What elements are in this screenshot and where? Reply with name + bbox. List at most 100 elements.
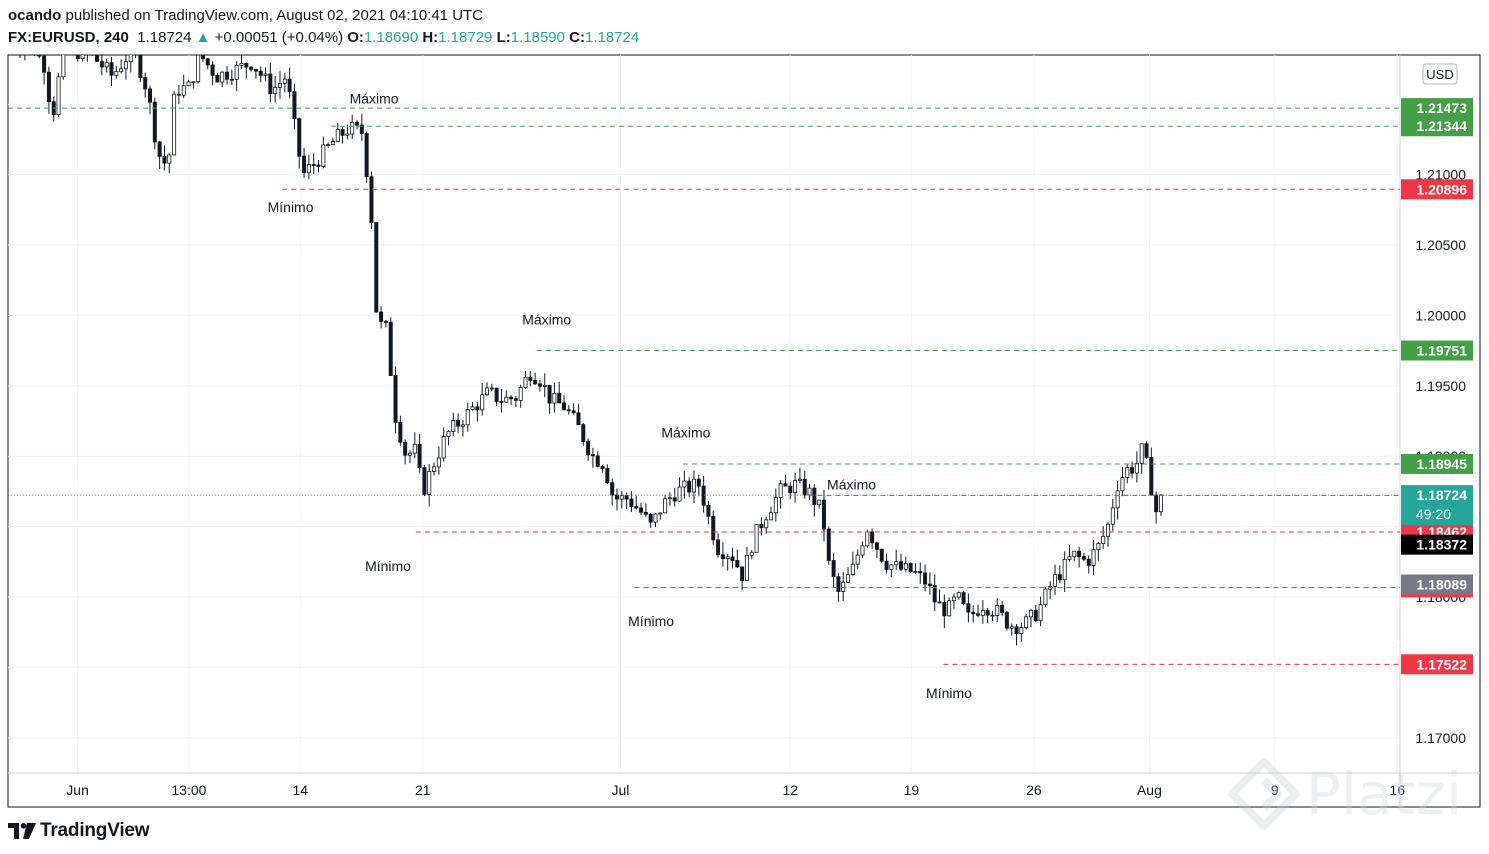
candle-body	[200, 55, 205, 60]
candle-body	[330, 141, 335, 146]
candle-body	[268, 73, 273, 95]
platzi-logo-icon	[1228, 758, 1300, 830]
candle-body	[730, 556, 735, 561]
candle-body	[75, 55, 80, 60]
candle-body	[754, 524, 759, 553]
candle-body	[552, 392, 557, 404]
price-tag-label: 1.20896	[1416, 181, 1467, 197]
candle-body	[850, 563, 855, 576]
candle-body	[995, 604, 1000, 616]
candle-body	[677, 486, 682, 502]
candle-body	[586, 441, 591, 455]
candle-body	[355, 121, 360, 126]
candle-body	[258, 70, 263, 76]
price-tag-label: 1.18089	[1416, 576, 1467, 592]
tradingview-logo[interactable]: TradingView	[8, 820, 150, 842]
candle-body	[374, 222, 379, 313]
candle-body	[71, 46, 74, 49]
candle-body	[244, 63, 249, 68]
minimo-annotation: Mínimo	[268, 199, 314, 215]
candle-body	[1091, 549, 1096, 566]
candle-body	[1144, 443, 1149, 458]
candle-body	[836, 576, 841, 592]
candle-body	[95, 55, 100, 62]
candle-body	[157, 141, 162, 157]
candle-body	[1154, 494, 1159, 513]
candle-body	[667, 497, 672, 500]
minimo-annotation: Mínimo	[628, 613, 674, 629]
candle-body	[956, 592, 961, 598]
candle-body	[942, 602, 947, 617]
minimo-annotation: Mínimo	[365, 558, 411, 574]
candle-body	[134, 43, 137, 50]
candle-body	[937, 601, 942, 604]
candle-body	[821, 499, 826, 530]
candle-body	[749, 551, 754, 556]
price-tick-label: 1.21000	[1415, 167, 1466, 183]
candle-body	[80, 55, 85, 60]
candle-body	[614, 494, 619, 500]
candle-body	[624, 495, 629, 500]
candle-body	[682, 480, 687, 488]
candle-body	[18, 49, 21, 50]
candle-body	[513, 398, 518, 401]
candle-body	[600, 465, 605, 469]
candle-body	[595, 455, 600, 467]
candle-body	[388, 321, 393, 376]
symbol-name[interactable]: FX:EURUSD, 240	[8, 29, 129, 46]
candle-body	[581, 424, 586, 442]
price-tag-label: 1.18724	[1416, 487, 1467, 503]
price-tag	[1401, 116, 1473, 137]
candle-body	[441, 436, 446, 459]
candle-body	[793, 479, 798, 494]
time-tick-label: 14	[293, 782, 309, 798]
candle-body	[484, 387, 489, 396]
candle-body	[23, 44, 26, 51]
candle-body	[422, 467, 427, 495]
candle-body	[162, 156, 167, 164]
candle-body	[528, 376, 533, 381]
candle-body	[1057, 574, 1062, 581]
candle-body	[870, 531, 875, 544]
price-tick-label: 1.20500	[1415, 237, 1466, 253]
chart-publisher-line: ocando published on TradingView.com, Aug…	[8, 7, 483, 24]
time-tick-label: 16	[1389, 782, 1405, 798]
candle-body	[1149, 457, 1154, 496]
candle-body	[67, 42, 70, 49]
candle-body	[263, 73, 268, 76]
candle-body	[326, 144, 331, 147]
candle-body	[884, 560, 889, 570]
candle-body	[687, 480, 692, 493]
price-tag-label: 1.17522	[1416, 656, 1467, 672]
currency-badge	[1422, 63, 1458, 85]
close-label: C:	[569, 29, 585, 46]
price-tag	[1401, 453, 1473, 474]
candle-body	[480, 394, 485, 411]
candle-body	[874, 542, 879, 550]
candle-body	[783, 483, 788, 487]
candle-body	[239, 63, 244, 66]
candle-body	[691, 478, 696, 493]
candle-body	[1067, 556, 1072, 560]
candle-body	[181, 85, 186, 96]
tradingview-logo-icon	[8, 823, 36, 839]
candle-body	[523, 376, 528, 388]
candle-body	[186, 81, 191, 87]
high-label: H:	[422, 29, 439, 46]
candle-body	[369, 176, 374, 223]
candle-body	[220, 71, 225, 83]
candle-body	[947, 600, 952, 617]
candle-body	[451, 420, 456, 433]
candle-body	[1062, 558, 1067, 581]
candle-body	[1033, 609, 1038, 622]
candle-body	[350, 121, 355, 135]
candle-body	[1158, 494, 1163, 513]
candle-body	[91, 52, 94, 53]
candle-body	[407, 452, 412, 456]
candle-body	[1081, 556, 1086, 560]
candle-body	[364, 133, 369, 178]
candle-body	[990, 614, 995, 617]
author-name[interactable]: ocando	[8, 7, 62, 24]
candle-body	[557, 392, 562, 404]
